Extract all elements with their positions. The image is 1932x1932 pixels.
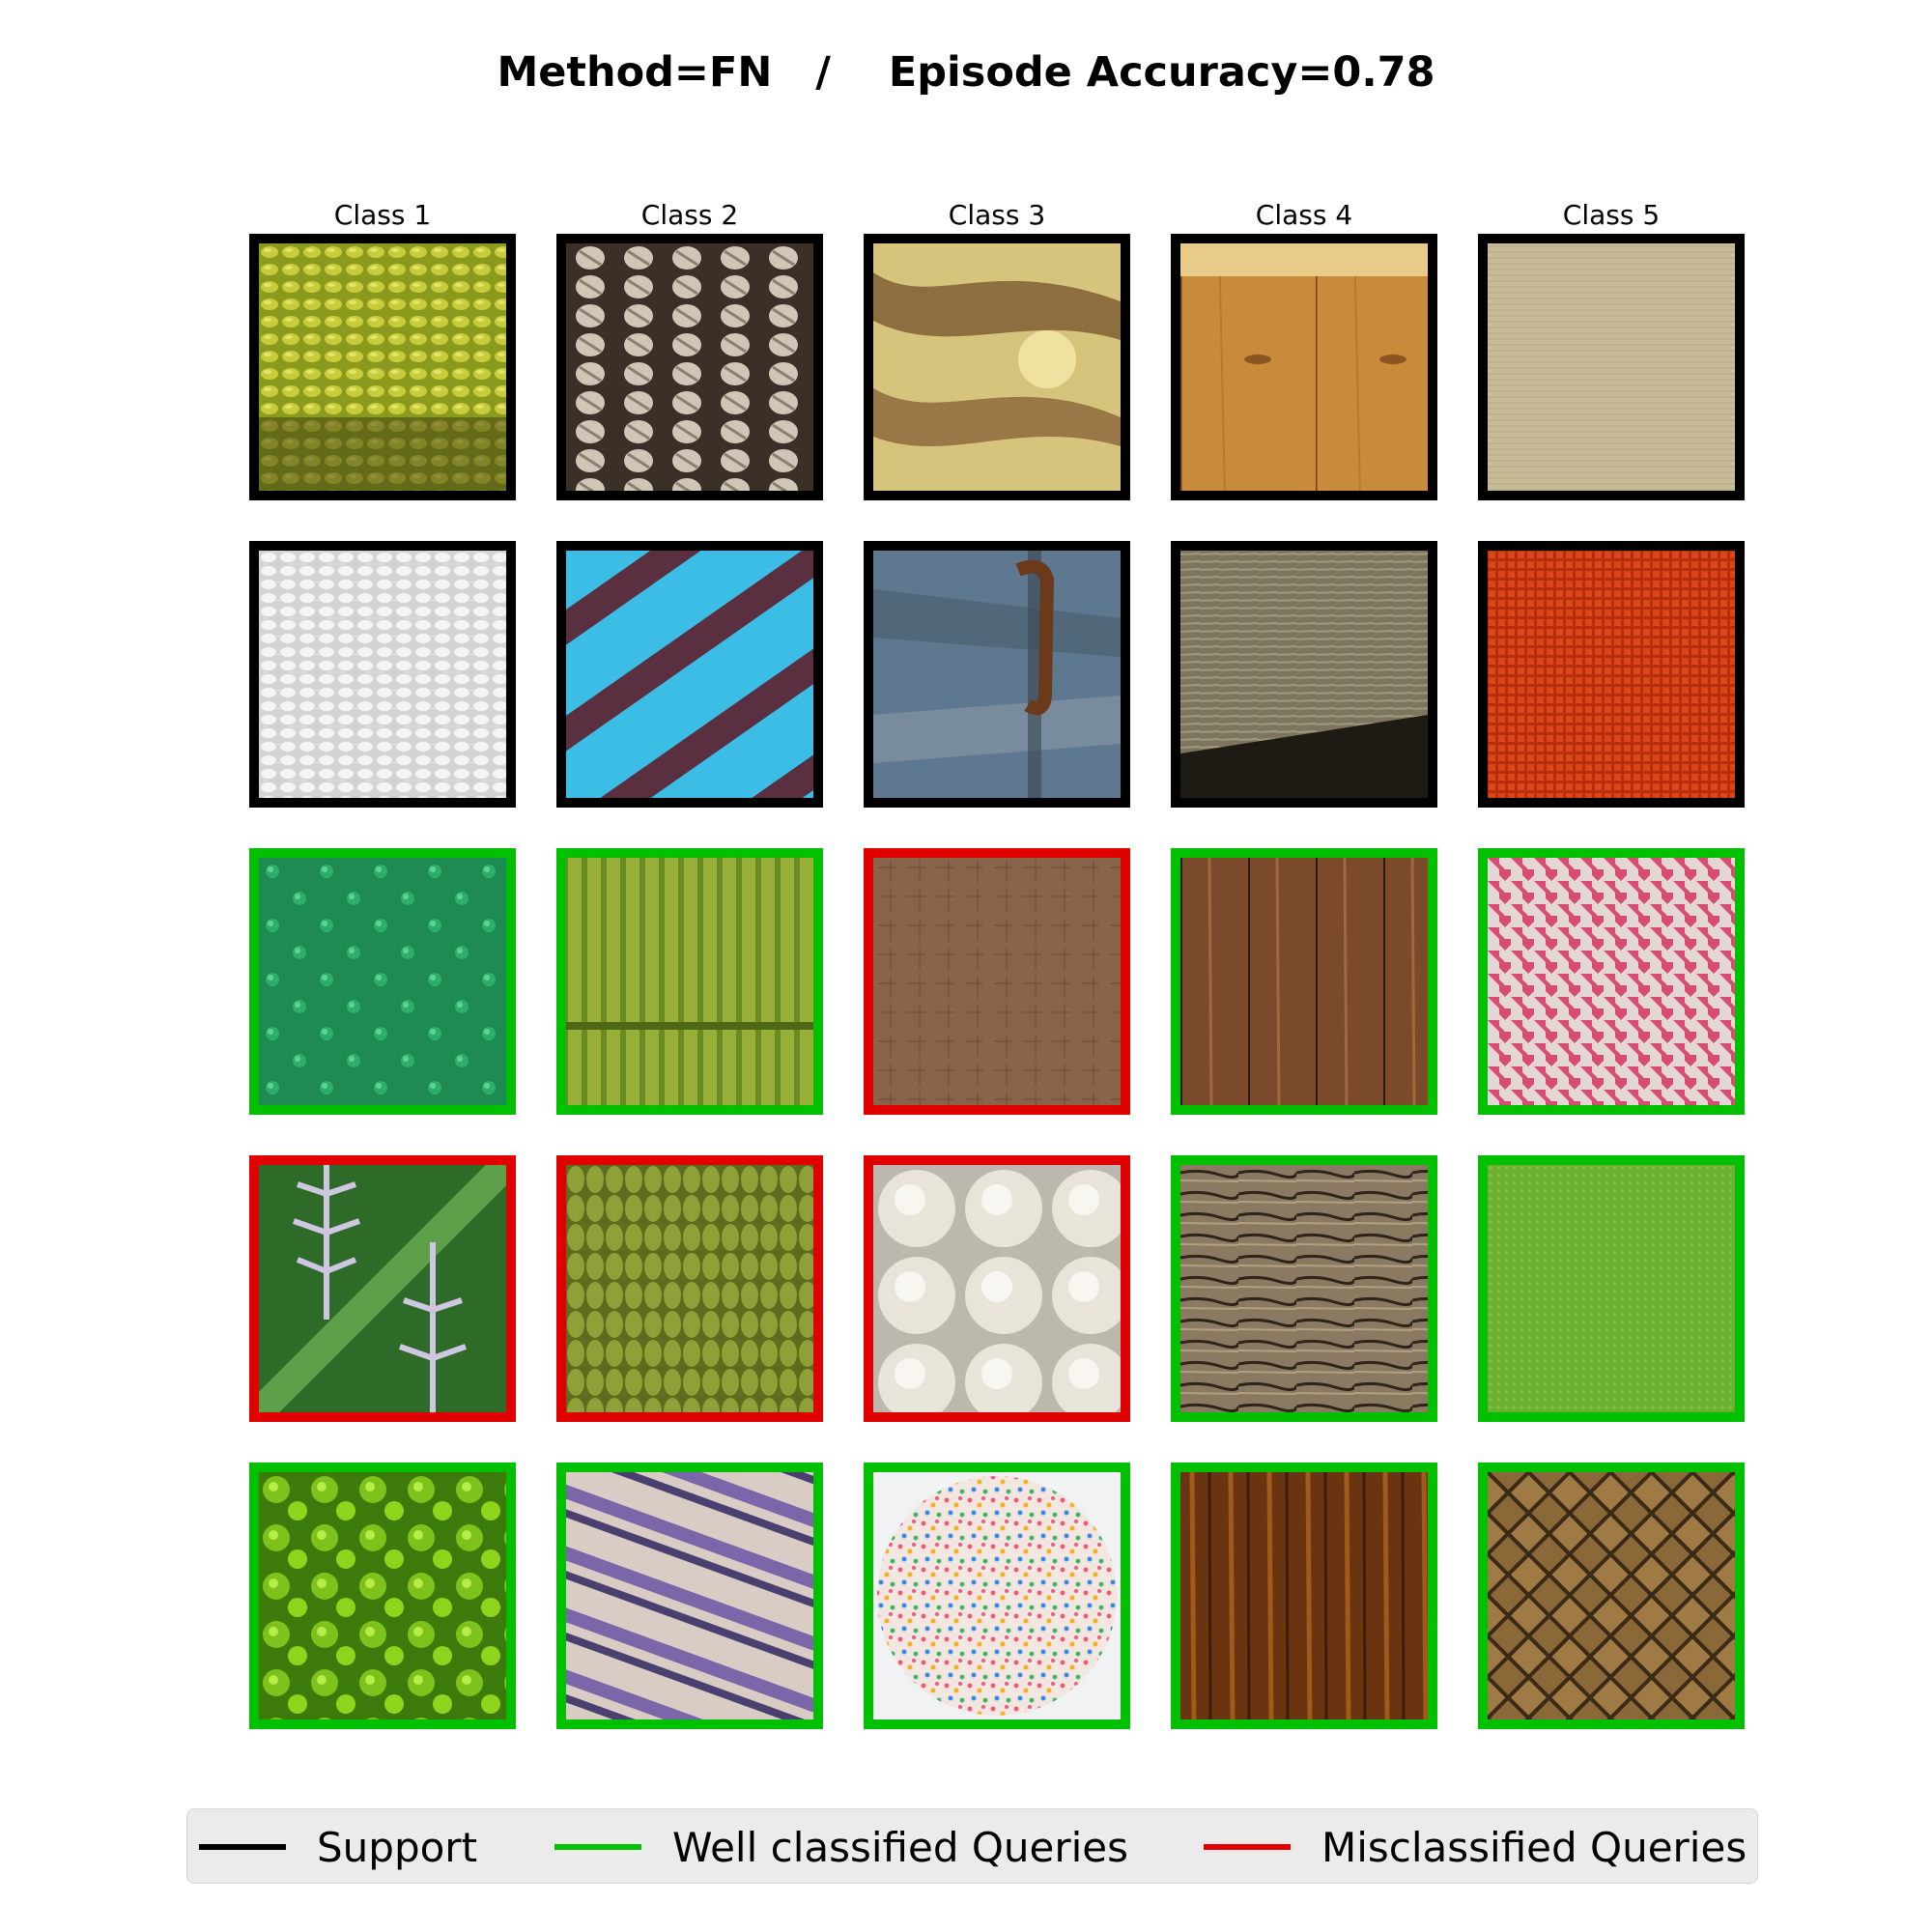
support-image-class-5-row-2 bbox=[1478, 541, 1745, 808]
legend-line-well-classified bbox=[554, 1844, 641, 1850]
support-image-class-1-row-1 bbox=[249, 234, 516, 500]
support-image-class-4-row-2 bbox=[1171, 541, 1437, 808]
query-image-class-1-row-5 bbox=[249, 1463, 516, 1729]
query-image-class-4-row-4 bbox=[1171, 1155, 1437, 1422]
support-image-class-1-row-2 bbox=[249, 541, 516, 808]
legend-line-support bbox=[199, 1844, 286, 1850]
title-method: Method=FN bbox=[497, 48, 773, 97]
query-image-class-3-row-5 bbox=[864, 1463, 1130, 1729]
query-image-class-2-row-4 bbox=[556, 1155, 823, 1422]
legend-label-misclassified: Misclassified Queries bbox=[1321, 1823, 1747, 1871]
support-image-class-2-row-1 bbox=[556, 234, 823, 500]
class-label-4: Class 4 bbox=[1255, 199, 1353, 231]
figure-title: Method=FN / Episode Accuracy=0.78 bbox=[0, 48, 1932, 106]
title-accuracy: Episode Accuracy=0.78 bbox=[888, 48, 1435, 97]
legend-label-support: Support bbox=[317, 1823, 478, 1871]
query-image-class-4-row-5 bbox=[1171, 1463, 1437, 1729]
support-image-class-3-row-2 bbox=[864, 541, 1130, 808]
query-image-class-2-row-5 bbox=[556, 1463, 823, 1729]
support-image-class-3-row-1 bbox=[864, 234, 1130, 500]
legend-item-misclassified: Misclassified Queries bbox=[1204, 1809, 1747, 1885]
class-label-3: Class 3 bbox=[948, 199, 1046, 231]
legend-item-well-classified: Well classified Queries bbox=[554, 1809, 1128, 1885]
support-image-class-2-row-2 bbox=[556, 541, 823, 808]
class-label-1: Class 1 bbox=[333, 199, 432, 231]
support-image-class-4-row-1 bbox=[1171, 234, 1437, 500]
query-image-class-3-row-3 bbox=[864, 848, 1130, 1115]
title-separator: / bbox=[815, 48, 831, 97]
legend-line-misclassified bbox=[1204, 1844, 1291, 1850]
query-image-class-1-row-4 bbox=[249, 1155, 516, 1422]
class-label-5: Class 5 bbox=[1562, 199, 1661, 231]
legend: Support Well classified Queries Misclass… bbox=[186, 1808, 1758, 1884]
query-image-class-5-row-4 bbox=[1478, 1155, 1745, 1422]
query-image-class-4-row-3 bbox=[1171, 848, 1437, 1115]
query-image-class-3-row-4 bbox=[864, 1155, 1130, 1422]
class-label-2: Class 2 bbox=[640, 199, 739, 231]
query-image-class-1-row-3 bbox=[249, 848, 516, 1115]
query-image-class-5-row-3 bbox=[1478, 848, 1745, 1115]
query-image-class-2-row-3 bbox=[556, 848, 823, 1115]
legend-item-support: Support bbox=[199, 1809, 477, 1885]
legend-label-well-classified: Well classified Queries bbox=[672, 1823, 1129, 1871]
support-image-class-5-row-1 bbox=[1478, 234, 1745, 500]
query-image-class-5-row-5 bbox=[1478, 1463, 1745, 1729]
